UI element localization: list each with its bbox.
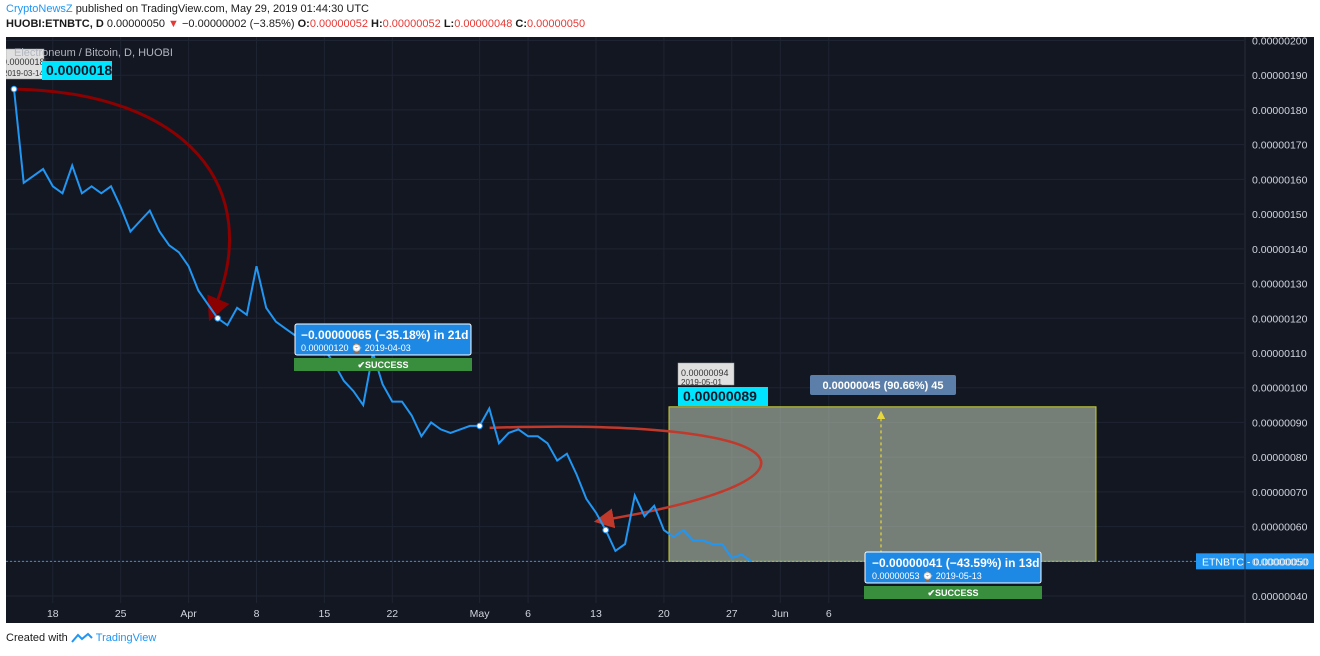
measure-2-box bbox=[864, 551, 1042, 584]
measure-2-text: −0.00000041 (−43.59%) in 13d bbox=[872, 556, 1039, 570]
success-badge-2 bbox=[864, 586, 1042, 599]
y-tick-label: 0.00000070 bbox=[1252, 487, 1308, 499]
peak-dot bbox=[10, 85, 18, 93]
open-label: O: bbox=[297, 18, 310, 30]
tradingview-logo-icon bbox=[71, 632, 93, 643]
trough-dot-1 bbox=[214, 314, 221, 322]
y-tick-label: 0.00000170 bbox=[1252, 140, 1308, 152]
price-label-1-box bbox=[42, 61, 112, 80]
price-axis[interactable]: 0.00000200 0.00000190 0.00000180 0.00000170… bbox=[1252, 37, 1308, 603]
open-value: 0.00000052 bbox=[309, 18, 368, 30]
decline-arrow-1 bbox=[13, 87, 231, 322]
x-tick-label: May bbox=[470, 608, 491, 620]
y-tick-label: 0.00000110 bbox=[1252, 348, 1307, 360]
last-price-tag bbox=[1196, 553, 1314, 570]
created-with-text: Created with bbox=[6, 632, 68, 644]
y-tick-label: 0.00000190 bbox=[1252, 70, 1308, 82]
price-label-2: 0.00000089 bbox=[683, 388, 757, 404]
measure-1-box bbox=[294, 323, 472, 356]
chart-header: CryptoNewsZ published on TradingView.com… bbox=[6, 2, 1306, 32]
y-tick-label: 0.00000100 bbox=[1252, 383, 1308, 395]
measure-2-sub: 0.00000053 ⌚ 2019-05-13 bbox=[872, 570, 982, 581]
success-text-2: ✔SUCCESS bbox=[927, 588, 978, 598]
peak-dot-2 bbox=[476, 422, 483, 430]
y-tick-label: 0.00000180 bbox=[1252, 105, 1308, 117]
price-note-2-date: 2019-05-01 bbox=[681, 378, 722, 387]
price-label-2-box bbox=[678, 387, 768, 406]
annotation-arrows bbox=[13, 87, 886, 554]
range-label-box bbox=[810, 375, 956, 395]
time-axis[interactable]: 18 25 Apr 8 15 22 May 6 13 20 27 Jun 6 bbox=[47, 608, 832, 620]
chart-panel[interactable]: 0.00000185 2019-03-14 0.00000185 −0.0000006… bbox=[6, 37, 1314, 623]
price-note-1-value: 0.00000185 bbox=[6, 57, 50, 67]
y-tick-label: 0.00000040 bbox=[1252, 591, 1308, 603]
price-note-1-date: 2019-03-14 bbox=[6, 69, 44, 78]
y-tick-label: 0.00000130 bbox=[1252, 279, 1308, 291]
x-tick-label: Apr bbox=[180, 608, 197, 620]
change-value: −0.00000002 (−3.85%) bbox=[181, 18, 295, 30]
price-label-1: 0.00000185 bbox=[46, 62, 120, 78]
price-note-2-value: 0.00000094 bbox=[681, 368, 729, 378]
x-tick-label: 18 bbox=[47, 608, 59, 620]
price-note-2-box bbox=[677, 362, 735, 386]
x-tick-label: 13 bbox=[590, 608, 602, 620]
x-tick-label: 20 bbox=[658, 608, 670, 620]
y-tick-label: 0.00000200 bbox=[1252, 37, 1308, 47]
last-price-text: ETNBTC - 0.00000050 bbox=[1202, 556, 1309, 568]
low-value: 0.00000048 bbox=[454, 18, 513, 30]
x-tick-label: 6 bbox=[826, 608, 832, 620]
close-label: C: bbox=[515, 18, 527, 30]
y-tick-label: 0.00000120 bbox=[1252, 313, 1308, 325]
y-tick-label: 0.00000160 bbox=[1252, 174, 1308, 186]
success-badge-1 bbox=[294, 358, 472, 371]
last-value: 0.00000050 bbox=[106, 18, 165, 30]
x-tick-label: 22 bbox=[386, 608, 398, 620]
range-label: 0.00000045 (90.66%) 45 bbox=[822, 380, 943, 392]
trough-dot-2 bbox=[602, 526, 610, 534]
y-tick-label: 0.00000080 bbox=[1252, 452, 1308, 464]
x-tick-label: 25 bbox=[115, 608, 127, 620]
y-tick-label: 0.00000050 bbox=[1252, 556, 1308, 568]
price-line[interactable] bbox=[13, 88, 752, 563]
symbol-label: HUOBI:ETNBTC, D bbox=[6, 18, 104, 30]
high-label: H: bbox=[371, 18, 383, 30]
success-text-1: ✔SUCCESS bbox=[357, 360, 408, 370]
chart-title: Electroneum / Bitcoin, D, HUOBI bbox=[14, 47, 173, 59]
x-tick-label: Jun bbox=[772, 608, 789, 620]
y-tick-label: 0.00000140 bbox=[1252, 244, 1308, 256]
price-range-box[interactable] bbox=[668, 406, 1097, 562]
y-tick-label: 0.00000090 bbox=[1252, 417, 1308, 429]
high-value: 0.00000052 bbox=[382, 18, 441, 30]
tradingview-link[interactable]: TradingView bbox=[95, 632, 157, 644]
footer: Created with TradingView bbox=[6, 632, 156, 644]
close-value: 0.00000050 bbox=[527, 18, 586, 30]
published-text: published on TradingView.com, May 29, 20… bbox=[75, 3, 369, 15]
x-tick-label: 8 bbox=[254, 608, 260, 620]
y-tick-label: 0.00000150 bbox=[1252, 209, 1308, 221]
x-tick-label: 15 bbox=[319, 608, 331, 620]
x-tick-label: 6 bbox=[525, 608, 531, 620]
measure-1-sub: 0.00000120 ⌚ 2019-04-03 bbox=[301, 342, 411, 353]
y-tick-label: 0.00000060 bbox=[1252, 522, 1308, 534]
measure-1-text: −0.00000065 (−35.18%) in 21d bbox=[301, 328, 468, 342]
x-tick-label: 27 bbox=[726, 608, 738, 620]
low-label: L: bbox=[443, 18, 455, 30]
author-link[interactable]: CryptoNewsZ bbox=[6, 3, 73, 15]
decline-arrow-2 bbox=[489, 425, 763, 529]
down-arrow-icon: ▼ bbox=[168, 18, 179, 30]
